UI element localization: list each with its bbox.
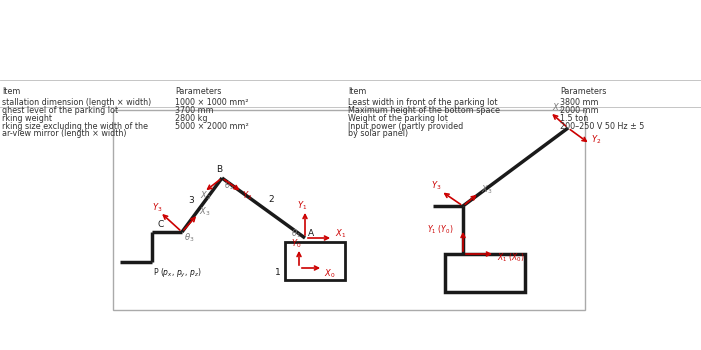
Text: $X_3$: $X_3$ xyxy=(481,183,492,196)
Text: $Y_3$: $Y_3$ xyxy=(431,180,442,193)
Text: Parameters: Parameters xyxy=(560,87,606,96)
Text: 2: 2 xyxy=(268,195,273,204)
Text: $\theta_2$: $\theta_2$ xyxy=(224,179,234,191)
Text: P ($p_x$, $p_y$, $p_z$): P ($p_x$, $p_y$, $p_z$) xyxy=(153,267,201,280)
Text: $Y_3$: $Y_3$ xyxy=(152,201,163,214)
Text: $X_3$: $X_3$ xyxy=(199,205,210,217)
Text: 5000 × 2000 mm²: 5000 × 2000 mm² xyxy=(175,122,249,131)
Text: Maximum height of the bottom space: Maximum height of the bottom space xyxy=(348,106,500,115)
Text: 3: 3 xyxy=(188,196,193,205)
Text: $X_1$: $X_1$ xyxy=(335,228,346,240)
Text: rking size excluding the width of the: rking size excluding the width of the xyxy=(2,122,148,131)
Text: Item: Item xyxy=(348,87,367,96)
Text: 1: 1 xyxy=(275,268,280,277)
Text: $X_2$: $X_2$ xyxy=(200,189,211,202)
Text: 2800 kg: 2800 kg xyxy=(175,114,207,123)
Text: ar-view mirror (length × width): ar-view mirror (length × width) xyxy=(2,129,126,138)
Bar xyxy=(445,254,525,292)
Text: $X_2$: $X_2$ xyxy=(552,101,563,113)
Text: B: B xyxy=(216,165,222,174)
Text: Item: Item xyxy=(2,87,20,96)
Text: $Y_1$ ($Y_0$): $Y_1$ ($Y_0$) xyxy=(427,223,454,236)
Text: $Y_1$: $Y_1$ xyxy=(297,199,307,211)
Bar xyxy=(285,242,345,280)
Text: $X_1$ ($X_0$): $X_1$ ($X_0$) xyxy=(497,252,525,265)
Text: stallation dimension (length × width): stallation dimension (length × width) xyxy=(2,98,151,107)
Bar xyxy=(113,110,585,310)
Text: ghest level of the parking lot: ghest level of the parking lot xyxy=(2,106,118,115)
Text: Weight of the parking lot: Weight of the parking lot xyxy=(348,114,448,123)
Text: $\theta_3$: $\theta_3$ xyxy=(184,231,194,244)
Text: 3800 mm: 3800 mm xyxy=(560,98,599,107)
Text: Least width in front of the parking lot: Least width in front of the parking lot xyxy=(348,98,498,107)
Text: 3700 mm: 3700 mm xyxy=(175,106,214,115)
Text: $X_0$: $X_0$ xyxy=(324,267,335,280)
Text: $Y_2$: $Y_2$ xyxy=(242,189,252,202)
Text: rking weight: rking weight xyxy=(2,114,52,123)
Text: 2000 mm: 2000 mm xyxy=(560,106,599,115)
Text: Parameters: Parameters xyxy=(175,87,222,96)
Text: 200–250 V 50 Hz ± 5: 200–250 V 50 Hz ± 5 xyxy=(560,122,644,131)
Text: 1000 × 1000 mm²: 1000 × 1000 mm² xyxy=(175,98,248,107)
Text: Input power (partly provided: Input power (partly provided xyxy=(348,122,463,131)
Text: 1.5 ton: 1.5 ton xyxy=(560,114,588,123)
Text: by solar panel): by solar panel) xyxy=(348,129,408,138)
Text: $\theta_1$: $\theta_1$ xyxy=(291,227,301,239)
Text: $Y_2$: $Y_2$ xyxy=(591,134,601,147)
Text: C: C xyxy=(157,220,163,229)
Text: A: A xyxy=(308,229,314,238)
Text: $Y_0$: $Y_0$ xyxy=(291,237,301,250)
